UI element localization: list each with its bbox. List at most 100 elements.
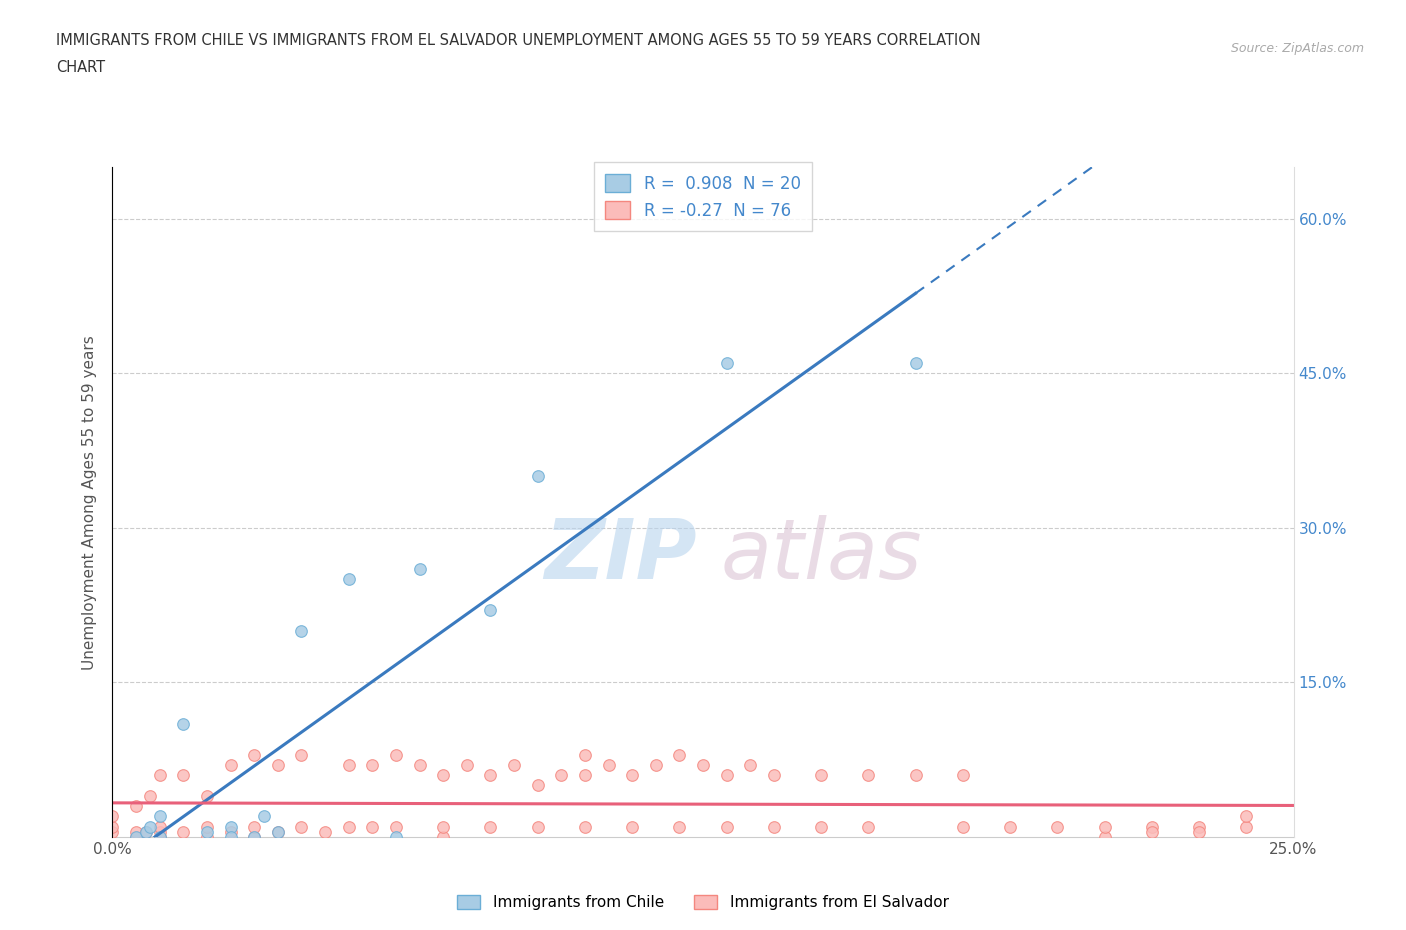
Point: [598, 757, 620, 772]
Point: [621, 768, 644, 783]
Point: [432, 819, 454, 834]
Point: [1188, 819, 1211, 834]
Point: [267, 757, 290, 772]
Point: [243, 747, 266, 762]
Point: [479, 819, 502, 834]
Point: [858, 819, 880, 834]
Point: [219, 830, 242, 844]
Point: [526, 819, 548, 834]
Point: [550, 768, 572, 783]
Point: [314, 824, 336, 839]
Point: [385, 819, 408, 834]
Point: [290, 747, 312, 762]
Point: [858, 768, 880, 783]
Point: [337, 757, 360, 772]
Point: [762, 819, 785, 834]
Point: [1046, 819, 1069, 834]
Point: [361, 757, 384, 772]
Point: [1140, 824, 1163, 839]
Point: [149, 819, 172, 834]
Point: [810, 768, 832, 783]
Point: [125, 799, 148, 814]
Point: [267, 824, 290, 839]
Text: ZIP: ZIP: [544, 515, 696, 596]
Point: [219, 757, 242, 772]
Point: [243, 819, 266, 834]
Point: [361, 819, 384, 834]
Point: [172, 716, 194, 731]
Point: [408, 757, 430, 772]
Point: [1234, 809, 1257, 824]
Point: [195, 824, 218, 839]
Point: [290, 819, 312, 834]
Point: [762, 768, 785, 783]
Point: [195, 830, 218, 844]
Point: [526, 469, 548, 484]
Y-axis label: Unemployment Among Ages 55 to 59 years: Unemployment Among Ages 55 to 59 years: [82, 335, 97, 670]
Point: [149, 830, 172, 844]
Point: [149, 830, 172, 844]
Point: [526, 778, 548, 793]
Point: [243, 830, 266, 844]
Point: [101, 824, 124, 839]
Point: [740, 757, 762, 772]
Point: [904, 768, 927, 783]
Point: [253, 809, 276, 824]
Point: [101, 809, 124, 824]
Point: [998, 819, 1021, 834]
Point: [219, 819, 242, 834]
Text: atlas: atlas: [720, 515, 922, 596]
Point: [385, 830, 408, 844]
Point: [135, 824, 157, 839]
Point: [574, 747, 596, 762]
Point: [432, 830, 454, 844]
Point: [195, 789, 218, 804]
Point: [139, 789, 162, 804]
Point: [644, 757, 666, 772]
Point: [952, 819, 974, 834]
Point: [1094, 819, 1116, 834]
Point: [574, 819, 596, 834]
Legend: R =  0.908  N = 20, R = -0.27  N = 76: R = 0.908 N = 20, R = -0.27 N = 76: [593, 163, 813, 232]
Point: [503, 757, 526, 772]
Point: [149, 809, 172, 824]
Point: [810, 819, 832, 834]
Point: [716, 768, 738, 783]
Point: [135, 824, 157, 839]
Point: [952, 768, 974, 783]
Point: [149, 824, 172, 839]
Point: [668, 819, 690, 834]
Point: [243, 830, 266, 844]
Legend: Immigrants from Chile, Immigrants from El Salvador: Immigrants from Chile, Immigrants from E…: [450, 887, 956, 918]
Point: [125, 830, 148, 844]
Point: [479, 768, 502, 783]
Point: [692, 757, 714, 772]
Point: [621, 819, 644, 834]
Point: [267, 824, 290, 839]
Point: [290, 623, 312, 638]
Point: [1094, 830, 1116, 844]
Point: [149, 768, 172, 783]
Point: [125, 830, 148, 844]
Point: [337, 572, 360, 587]
Point: [1234, 819, 1257, 834]
Point: [456, 757, 478, 772]
Point: [139, 819, 162, 834]
Point: [101, 819, 124, 834]
Text: Source: ZipAtlas.com: Source: ZipAtlas.com: [1230, 42, 1364, 55]
Point: [1140, 819, 1163, 834]
Point: [716, 819, 738, 834]
Point: [337, 819, 360, 834]
Point: [172, 824, 194, 839]
Point: [195, 819, 218, 834]
Point: [408, 562, 430, 577]
Point: [432, 768, 454, 783]
Point: [668, 747, 690, 762]
Point: [574, 768, 596, 783]
Text: IMMIGRANTS FROM CHILE VS IMMIGRANTS FROM EL SALVADOR UNEMPLOYMENT AMONG AGES 55 : IMMIGRANTS FROM CHILE VS IMMIGRANTS FROM…: [56, 33, 981, 47]
Point: [385, 747, 408, 762]
Point: [479, 603, 502, 618]
Text: CHART: CHART: [56, 60, 105, 75]
Point: [716, 355, 738, 370]
Point: [125, 824, 148, 839]
